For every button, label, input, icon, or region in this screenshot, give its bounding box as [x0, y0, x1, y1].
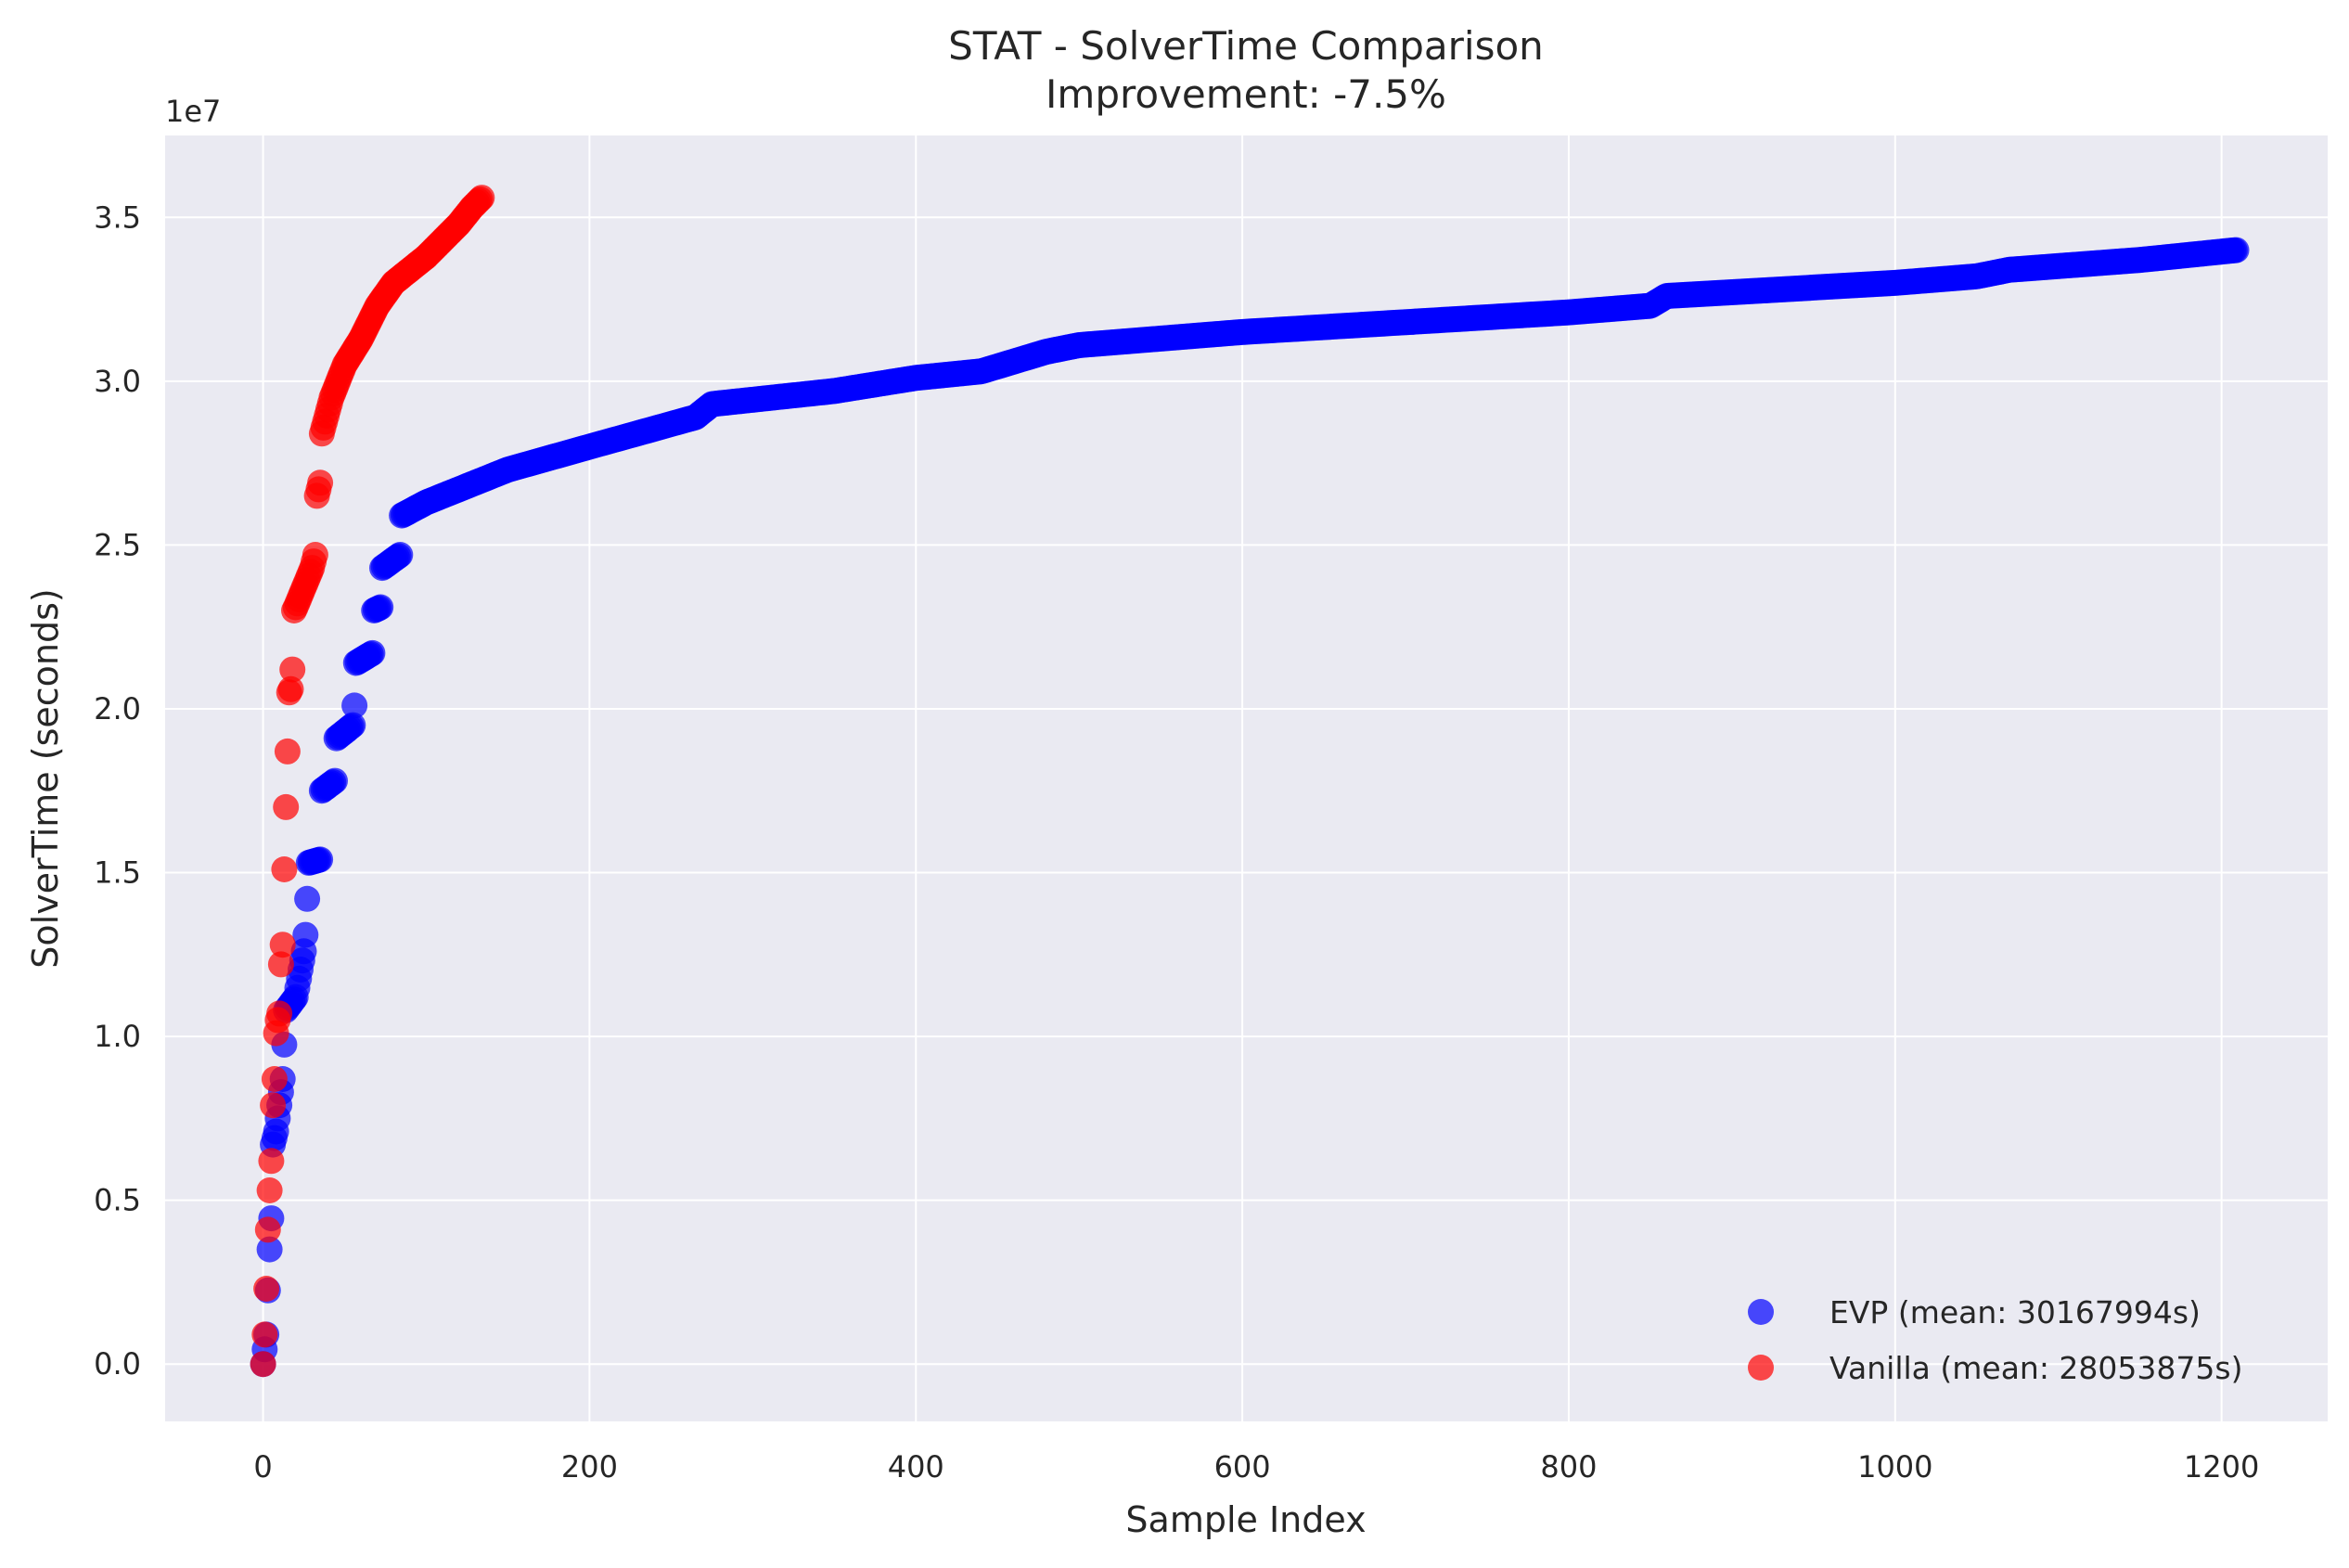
data-point [279, 656, 306, 683]
y-tick-label: 2.0 [94, 691, 141, 726]
series-layer [250, 185, 2250, 1378]
chart-subtitle: Improvement: -7.5% [1046, 71, 1446, 117]
chart-title: STAT - SolverTime Comparison [948, 23, 1544, 69]
data-point [367, 594, 394, 621]
x-tick-label: 1200 [2184, 1449, 2259, 1484]
data-point [277, 675, 304, 702]
y-tick-label: 2.5 [94, 527, 141, 562]
data-point [256, 1177, 283, 1203]
data-point [254, 1216, 281, 1243]
x-tick-label: 1000 [1857, 1449, 1932, 1484]
x-tick-label: 600 [1214, 1449, 1271, 1484]
y-tick-label: 1.5 [94, 855, 141, 891]
data-point [322, 767, 348, 794]
legend-label-evp: EVP (mean: 30167994s) [1829, 1294, 2201, 1330]
legend-label-vanilla: Vanilla (mean: 28053875s) [1829, 1350, 2242, 1386]
x-tick-label: 800 [1540, 1449, 1597, 1484]
data-point [273, 793, 300, 820]
series-0-points [250, 237, 2250, 1378]
data-point [258, 1148, 285, 1175]
data-point [256, 1236, 283, 1263]
x-tick-label: 400 [888, 1449, 944, 1484]
x-tick-label: 200 [561, 1449, 618, 1484]
y-tick-label: 0.5 [94, 1183, 141, 1218]
data-point [340, 712, 366, 739]
data-point [387, 542, 414, 568]
data-point [469, 185, 495, 212]
data-point [294, 885, 321, 912]
y-axis-ticks: 0.0 0.5 1.0 1.5 2.0 2.5 3.0 3.5 [94, 199, 141, 1382]
data-point [274, 738, 301, 765]
data-point [341, 692, 368, 719]
y-tick-label: 3.5 [94, 199, 141, 235]
legend-marker-vanilla [1748, 1355, 1774, 1381]
grid-lines [165, 135, 2328, 1421]
y-tick-label: 3.0 [94, 364, 141, 399]
x-axis-label: Sample Index [1125, 1499, 1366, 1540]
data-point [269, 932, 296, 958]
data-point [261, 1066, 288, 1092]
y-tick-label: 1.0 [94, 1019, 141, 1054]
data-point [260, 1092, 287, 1119]
plot-area [165, 135, 2328, 1421]
series-1-points [250, 185, 495, 1378]
data-point [302, 542, 328, 568]
x-tick-label: 0 [253, 1449, 272, 1484]
legend-marker-evp [1748, 1299, 1774, 1325]
data-point [359, 639, 386, 666]
y-tick-label: 0.0 [94, 1346, 141, 1382]
data-point [267, 951, 294, 978]
data-point [250, 1351, 276, 1378]
legend: EVP (mean: 30167994s) Vanilla (mean: 280… [1748, 1294, 2242, 1386]
y-offset-label: 1e7 [165, 94, 221, 129]
data-point [266, 1000, 293, 1027]
y-axis-label: SolverTime (seconds) [25, 588, 66, 968]
data-point [251, 1321, 278, 1348]
data-point [271, 856, 298, 882]
data-point [307, 846, 334, 873]
x-axis-ticks: 0 200 400 600 800 1000 1200 [253, 1449, 2259, 1484]
data-point [253, 1276, 280, 1302]
data-point [307, 469, 334, 496]
data-point [2223, 237, 2250, 263]
data-point [292, 921, 319, 948]
